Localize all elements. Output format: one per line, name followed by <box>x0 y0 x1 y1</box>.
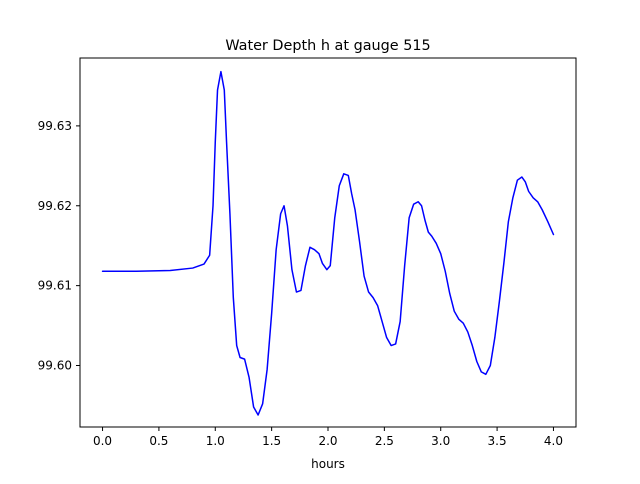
y-tick-label: 99.60 <box>38 359 72 373</box>
x-tick-label: 0.0 <box>93 434 112 448</box>
plot-area <box>101 70 555 416</box>
y-tick-label: 99.62 <box>38 199 72 213</box>
x-tick-label: 2.0 <box>318 434 337 448</box>
x-tick-label: 1.0 <box>206 434 225 448</box>
x-tick-label: 3.5 <box>488 434 507 448</box>
axes-frame <box>79 57 577 428</box>
x-axis: 0.0 0.5 1.0 1.5 2.0 2.5 3.0 3.5 4.0 <box>93 427 563 448</box>
x-tick-label: 0.5 <box>149 434 168 448</box>
y-tick-label: 99.63 <box>38 119 72 133</box>
y-axis: 99.60 99.61 99.62 99.63 <box>38 119 80 373</box>
series-line-0 <box>101 70 555 416</box>
x-axis-label: hours <box>311 457 345 471</box>
x-tick-label: 2.5 <box>375 434 394 448</box>
x-tick-label: 3.0 <box>431 434 450 448</box>
x-tick-label: 4.0 <box>544 434 563 448</box>
chart-title: Water Depth h at gauge 515 <box>225 38 430 54</box>
y-tick-label: 99.61 <box>38 279 72 293</box>
x-tick-label: 1.5 <box>262 434 281 448</box>
